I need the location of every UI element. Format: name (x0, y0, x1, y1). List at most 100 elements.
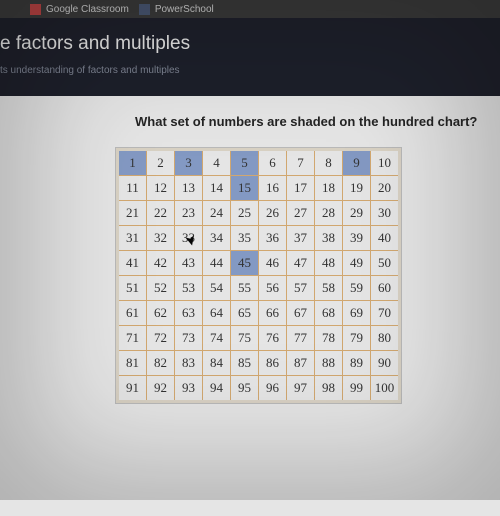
chart-cell[interactable]: 12 (147, 176, 174, 200)
chart-cell[interactable]: 39 (343, 226, 370, 250)
chart-cell[interactable]: 48 (315, 251, 342, 275)
chart-cell[interactable]: 89 (343, 351, 370, 375)
chart-cell[interactable]: 25 (231, 201, 258, 225)
chart-cell[interactable]: 49 (343, 251, 370, 275)
chart-cell[interactable]: 96 (259, 376, 286, 400)
chart-cell[interactable]: 64 (203, 301, 230, 325)
chart-cell[interactable]: 41 (119, 251, 146, 275)
chart-cell[interactable]: 32 (147, 226, 174, 250)
chart-cell[interactable]: 7 (287, 151, 314, 175)
chart-cell[interactable]: 58 (315, 276, 342, 300)
chart-cell[interactable]: 68 (315, 301, 342, 325)
chart-cell[interactable]: 50 (371, 251, 398, 275)
chart-cell[interactable]: 61 (119, 301, 146, 325)
chart-cell[interactable]: 65 (231, 301, 258, 325)
chart-cell[interactable]: 33 (175, 226, 202, 250)
chart-cell[interactable]: 5 (231, 151, 258, 175)
chart-cell[interactable]: 56 (259, 276, 286, 300)
chart-cell[interactable]: 38 (315, 226, 342, 250)
chart-cell[interactable]: 57 (287, 276, 314, 300)
chart-cell[interactable]: 36 (259, 226, 286, 250)
chart-cell[interactable]: 70 (371, 301, 398, 325)
chart-cell[interactable]: 67 (287, 301, 314, 325)
chart-cell[interactable]: 43 (175, 251, 202, 275)
chart-cell[interactable]: 35 (231, 226, 258, 250)
chart-cell[interactable]: 37 (287, 226, 314, 250)
chart-cell[interactable]: 99 (343, 376, 370, 400)
chart-cell[interactable]: 29 (343, 201, 370, 225)
chart-cell[interactable]: 95 (231, 376, 258, 400)
browser-tab-ps[interactable]: PowerSchool (139, 4, 214, 15)
chart-cell[interactable]: 18 (315, 176, 342, 200)
chart-cell[interactable]: 78 (315, 326, 342, 350)
chart-cell[interactable]: 55 (231, 276, 258, 300)
chart-cell[interactable]: 2 (147, 151, 174, 175)
chart-cell[interactable]: 15 (231, 176, 258, 200)
chart-cell[interactable]: 74 (203, 326, 230, 350)
chart-cell[interactable]: 80 (371, 326, 398, 350)
chart-cell[interactable]: 82 (147, 351, 174, 375)
chart-cell[interactable]: 11 (119, 176, 146, 200)
chart-cell[interactable]: 69 (343, 301, 370, 325)
chart-cell[interactable]: 79 (343, 326, 370, 350)
chart-cell[interactable]: 17 (287, 176, 314, 200)
chart-cell[interactable]: 24 (203, 201, 230, 225)
chart-cell[interactable]: 97 (287, 376, 314, 400)
chart-cell[interactable]: 91 (119, 376, 146, 400)
browser-tab-gc[interactable]: Google Classroom (30, 4, 129, 15)
chart-cell[interactable]: 22 (147, 201, 174, 225)
chart-cell[interactable]: 98 (315, 376, 342, 400)
chart-cell[interactable]: 93 (175, 376, 202, 400)
chart-cell[interactable]: 75 (231, 326, 258, 350)
chart-cell[interactable]: 66 (259, 301, 286, 325)
chart-cell[interactable]: 52 (147, 276, 174, 300)
chart-cell[interactable]: 1 (119, 151, 146, 175)
chart-cell[interactable]: 44 (203, 251, 230, 275)
chart-cell[interactable]: 81 (119, 351, 146, 375)
chart-cell[interactable]: 60 (371, 276, 398, 300)
chart-cell[interactable]: 8 (315, 151, 342, 175)
chart-cell[interactable]: 6 (259, 151, 286, 175)
chart-cell[interactable]: 21 (119, 201, 146, 225)
chart-cell[interactable]: 13 (175, 176, 202, 200)
chart-cell[interactable]: 46 (259, 251, 286, 275)
chart-cell[interactable]: 59 (343, 276, 370, 300)
chart-cell[interactable]: 62 (147, 301, 174, 325)
chart-cell[interactable]: 30 (371, 201, 398, 225)
chart-cell[interactable]: 88 (315, 351, 342, 375)
chart-cell[interactable]: 27 (287, 201, 314, 225)
chart-cell[interactable]: 71 (119, 326, 146, 350)
chart-cell[interactable]: 51 (119, 276, 146, 300)
chart-cell[interactable]: 14 (203, 176, 230, 200)
chart-cell[interactable]: 94 (203, 376, 230, 400)
chart-cell[interactable]: 4 (203, 151, 230, 175)
chart-cell[interactable]: 90 (371, 351, 398, 375)
chart-cell[interactable]: 16 (259, 176, 286, 200)
chart-cell[interactable]: 72 (147, 326, 174, 350)
chart-cell[interactable]: 100 (371, 376, 398, 400)
chart-cell[interactable]: 84 (203, 351, 230, 375)
chart-cell[interactable]: 31 (119, 226, 146, 250)
chart-cell[interactable]: 86 (259, 351, 286, 375)
chart-cell[interactable]: 45 (231, 251, 258, 275)
chart-cell[interactable]: 42 (147, 251, 174, 275)
chart-cell[interactable]: 54 (203, 276, 230, 300)
chart-cell[interactable]: 73 (175, 326, 202, 350)
chart-cell[interactable]: 92 (147, 376, 174, 400)
chart-cell[interactable]: 40 (371, 226, 398, 250)
chart-cell[interactable]: 23 (175, 201, 202, 225)
chart-cell[interactable]: 53 (175, 276, 202, 300)
chart-cell[interactable]: 85 (231, 351, 258, 375)
chart-cell[interactable]: 3 (175, 151, 202, 175)
chart-cell[interactable]: 19 (343, 176, 370, 200)
chart-cell[interactable]: 10 (371, 151, 398, 175)
chart-cell[interactable]: 87 (287, 351, 314, 375)
chart-cell[interactable]: 63 (175, 301, 202, 325)
chart-cell[interactable]: 76 (259, 326, 286, 350)
chart-cell[interactable]: 47 (287, 251, 314, 275)
chart-cell[interactable]: 83 (175, 351, 202, 375)
chart-cell[interactable]: 77 (287, 326, 314, 350)
chart-cell[interactable]: 9 (343, 151, 370, 175)
chart-cell[interactable]: 26 (259, 201, 286, 225)
chart-cell[interactable]: 34 (203, 226, 230, 250)
